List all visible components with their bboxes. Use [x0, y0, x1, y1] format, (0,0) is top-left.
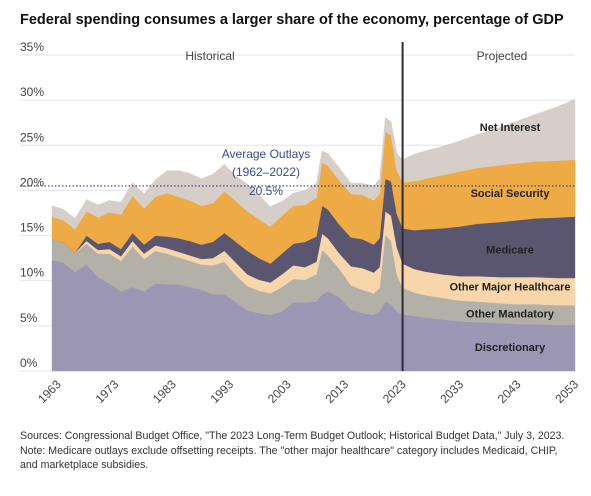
x-tick-label: 2053 — [552, 377, 581, 406]
x-tick-label: 2003 — [265, 377, 294, 406]
series-area-net-interest — [51, 98, 576, 230]
note-line: Note: Medicare outlays exclude offsettin… — [20, 444, 558, 457]
y-tick-label: 5% — [20, 311, 38, 325]
labels: 0% 5% 10% 15% 20% 25% 30% 35% Historical Projecte… — [20, 40, 581, 406]
series-label-medicare: Medicare — [486, 244, 534, 256]
y-tick-label: 35% — [20, 40, 44, 54]
series-label-discretionary: Discretionary — [475, 342, 546, 354]
x-tick-label: 1983 — [150, 377, 179, 406]
x-tick-label: 1963 — [35, 377, 64, 406]
sources-note: Sources: Congressional Budget Office, "T… — [20, 429, 580, 473]
stacked-area-chart: 0% 5% 10% 15% 20% 25% 30% 35% Historical Projecte… — [20, 40, 581, 406]
y-tick-label: 15% — [20, 221, 44, 235]
y-tick-label: 0% — [20, 356, 38, 370]
y-tick-label: 10% — [20, 266, 44, 280]
series-label-net-interest: Net Interest — [480, 122, 541, 134]
x-tick-label: 2013 — [322, 377, 351, 406]
y-tick-label: 30% — [20, 85, 44, 99]
average-annotation-line: (1962–2022) — [232, 165, 300, 179]
area-series — [51, 98, 576, 372]
sources-line: Sources: Congressional Budget Office, "T… — [20, 430, 565, 442]
chart-title: Federal spending consumes a larger share… — [20, 12, 564, 28]
x-tick-label: 2023 — [380, 377, 409, 406]
y-tick-label: 20% — [20, 175, 44, 189]
x-tick-label: 1973 — [93, 377, 122, 406]
overlays — [20, 42, 575, 371]
y-tick-label: 25% — [20, 130, 44, 144]
series-label-other-major-healthcare: Other Major Healthcare — [450, 282, 571, 294]
series-label-other-mandatory: Other Mandatory — [466, 309, 555, 321]
average-value-label: 20.5% — [249, 184, 283, 198]
x-tick-label: 2033 — [437, 377, 466, 406]
note-line: and marketplace subsidies. — [20, 459, 149, 471]
x-tick-label: 1993 — [208, 377, 237, 406]
region-label-projected: Projected — [477, 49, 528, 63]
region-label-historical: Historical — [185, 49, 234, 63]
x-tick-label: 2043 — [495, 377, 524, 406]
average-annotation-line: Average Outlays — [222, 147, 311, 161]
series-label-social-security: Social Security — [471, 188, 551, 200]
